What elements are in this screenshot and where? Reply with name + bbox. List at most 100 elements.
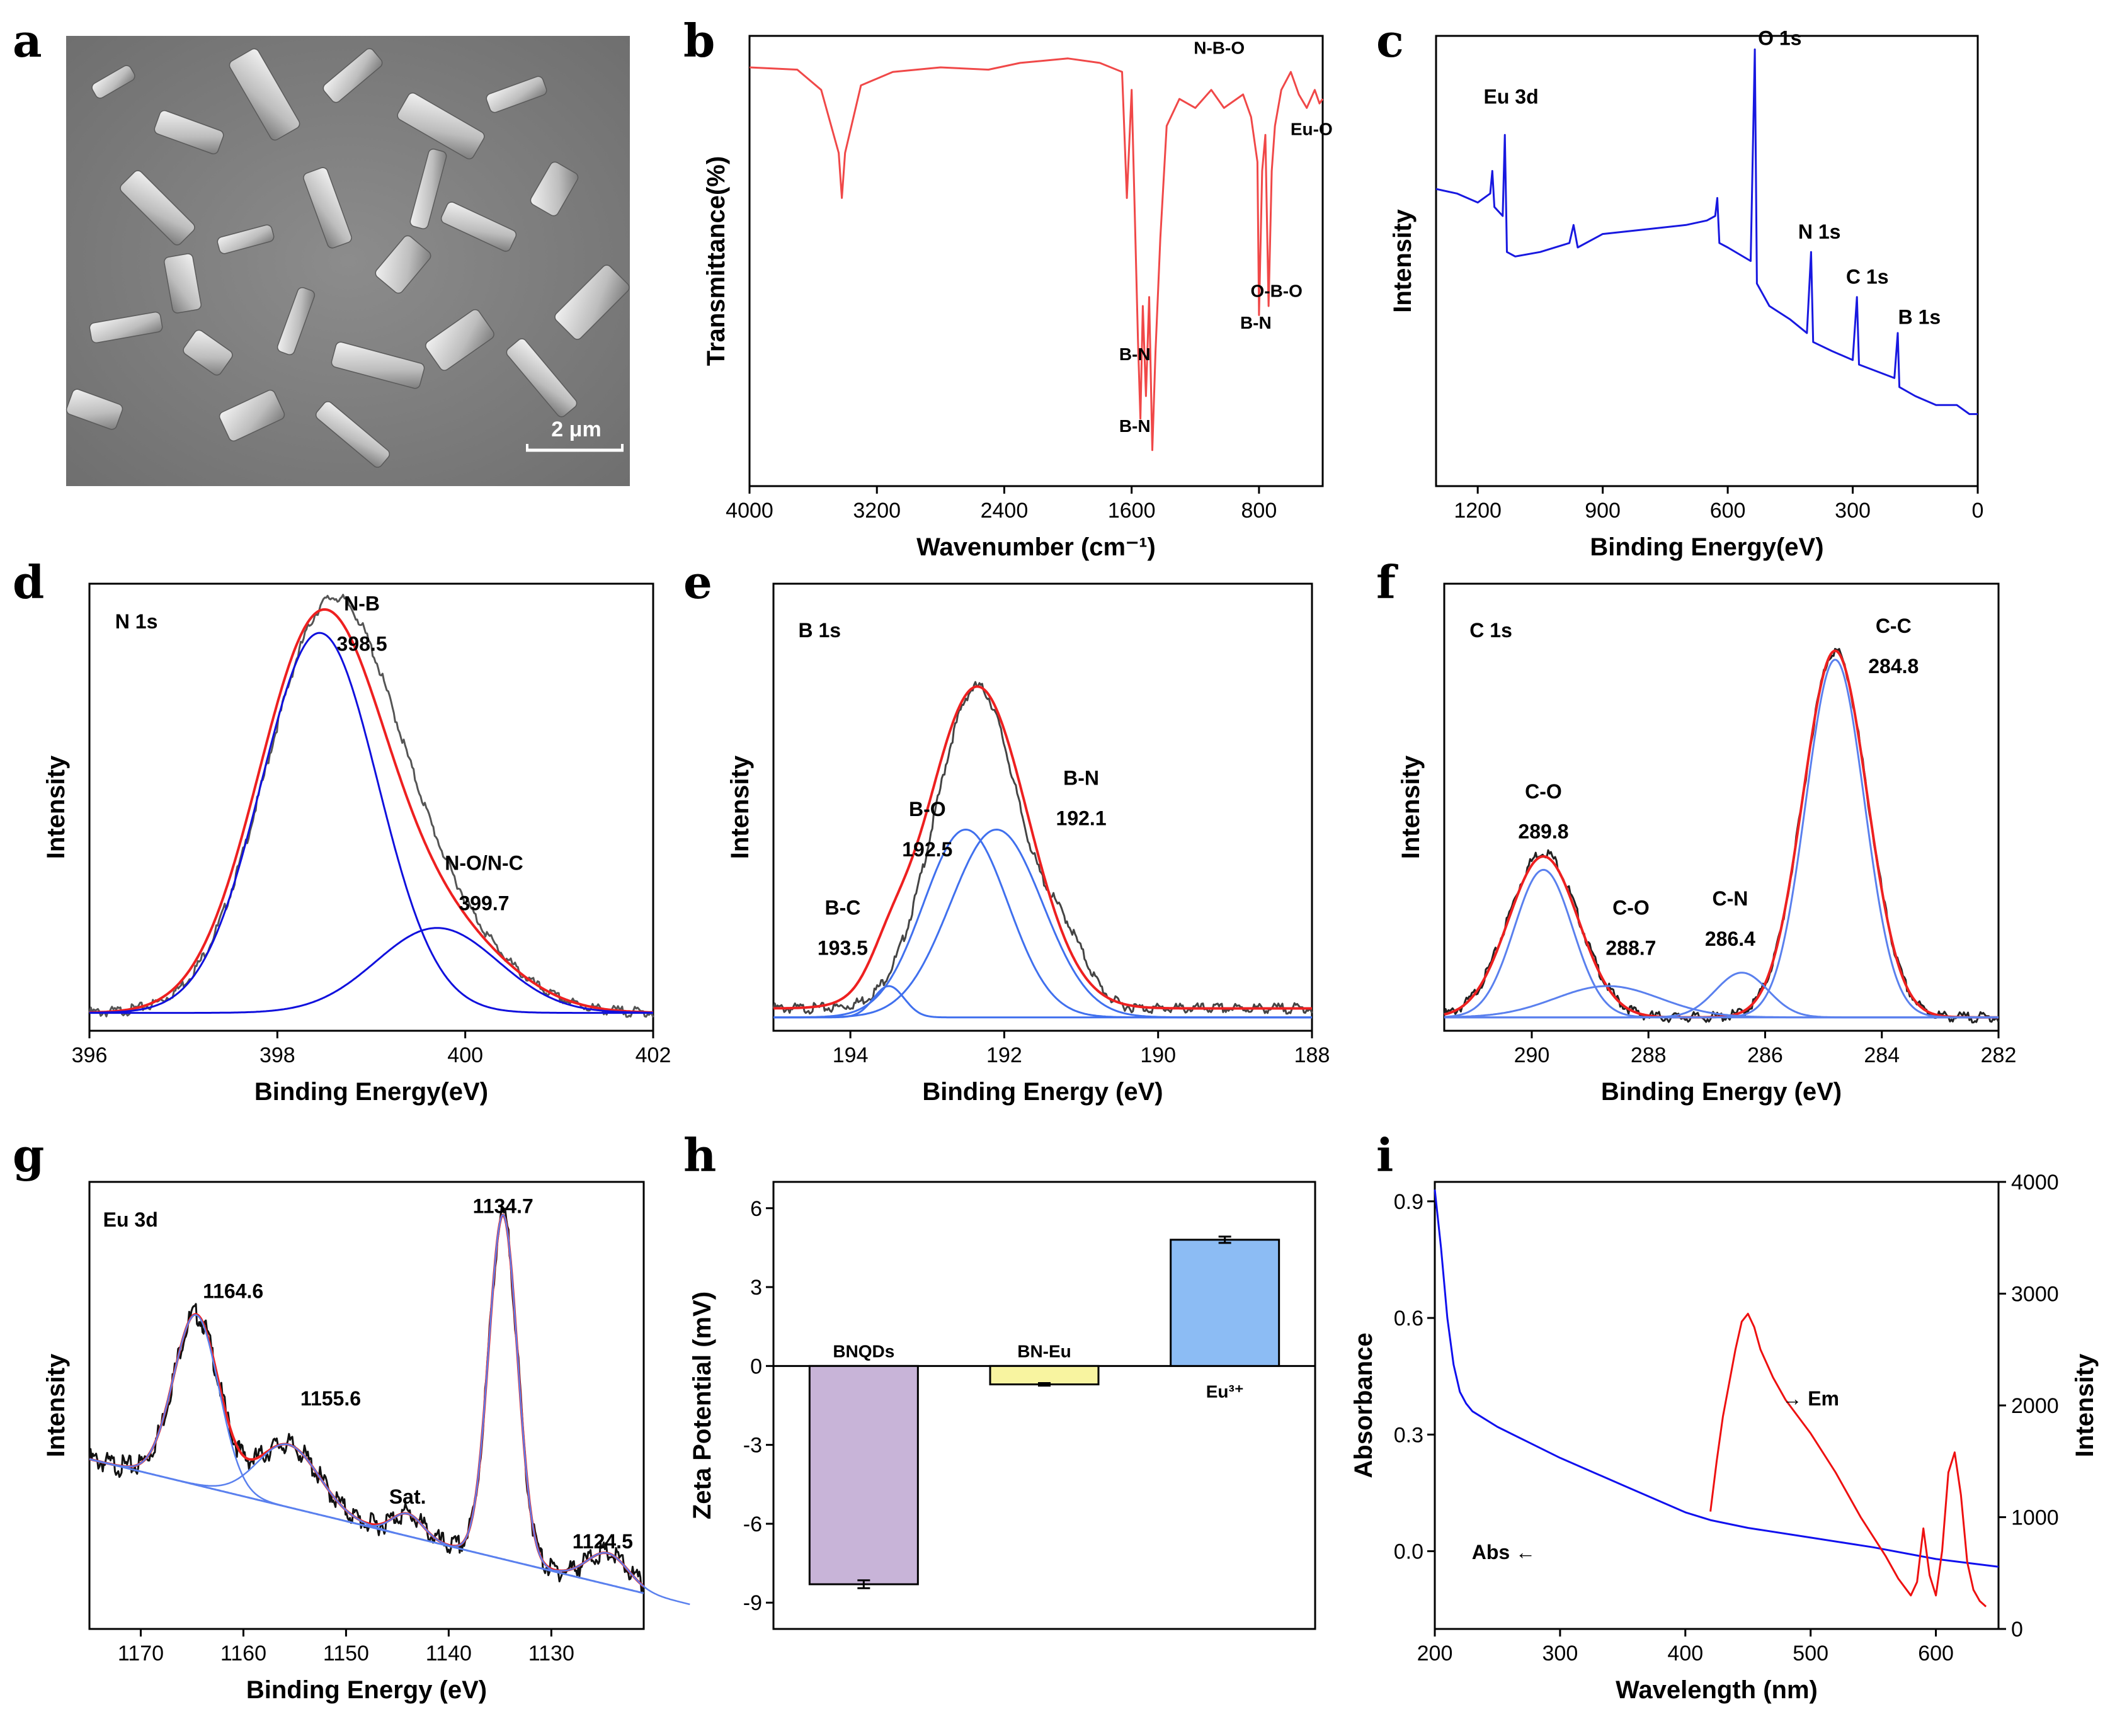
panel-label-a: a bbox=[13, 14, 42, 67]
x-axis-title: Wavelength (nm) bbox=[1616, 1676, 1818, 1704]
annotation-label: B-N bbox=[1119, 416, 1151, 436]
curve-em bbox=[1709, 1312, 1987, 1608]
annotation-label: N-B bbox=[344, 593, 380, 615]
sem-flake bbox=[440, 201, 517, 252]
chart-g: 1170 1160 1150 1140 1130 Binding Energy (eV) I… bbox=[42, 1181, 690, 1704]
chart-h: -9 -6 -3 0 3 6 Zeta Potential (mV) BNQDs BN-Eu Eu… bbox=[688, 1181, 1316, 1630]
y2-tick-label: 2000 bbox=[2011, 1394, 2059, 1418]
x-tick-label: 194 bbox=[833, 1043, 869, 1067]
x-tick-label: 1150 bbox=[323, 1642, 369, 1665]
sem-flake bbox=[303, 167, 352, 249]
component-peak bbox=[105, 1314, 287, 1508]
annotation-label: 284.8 bbox=[1868, 655, 1919, 678]
y-axis-title: Intensity bbox=[726, 755, 754, 859]
annotation-label: 1124.5 bbox=[573, 1530, 633, 1553]
x-axis-title: Binding Energy (eV) bbox=[1601, 1078, 1842, 1106]
y-tick-label: 0.6 bbox=[1394, 1307, 1423, 1330]
annotation-label: C 1s bbox=[1846, 265, 1889, 288]
sem-flake bbox=[530, 161, 579, 217]
x-tick-label: 284 bbox=[1864, 1043, 1900, 1067]
panel-label-f: f bbox=[1376, 555, 1398, 609]
y-axis-title: Intensity bbox=[42, 1353, 70, 1457]
annotation-label: 289.8 bbox=[1518, 820, 1568, 843]
panel-label-d: d bbox=[13, 555, 44, 609]
annotation-label: 398.5 bbox=[337, 633, 387, 655]
x-tick-label: 1170 bbox=[118, 1642, 164, 1665]
curve-n-b bbox=[89, 632, 653, 1014]
panel-label-i: i bbox=[1376, 1128, 1393, 1182]
x-tick-label: 282 bbox=[1981, 1043, 2017, 1067]
curve-c-n bbox=[1444, 972, 1999, 1019]
x-tick-label: 1160 bbox=[220, 1642, 266, 1665]
curve-fit bbox=[89, 608, 653, 1014]
sem-image-panel: 2 μm bbox=[66, 36, 630, 486]
x-tick-label: 300 bbox=[1835, 499, 1871, 523]
chart-d: 396 398 400 402 Binding Energy(eV) Intensity N… bbox=[42, 582, 671, 1106]
plot-frame bbox=[772, 1181, 1316, 1630]
x-axis-title: Binding Energy (eV) bbox=[922, 1078, 1163, 1106]
y2-tick-label: 4000 bbox=[2011, 1171, 2059, 1194]
sem-flake bbox=[183, 329, 233, 376]
annotation-label: 193.5 bbox=[818, 936, 868, 959]
annotation-label: → Em bbox=[1782, 1387, 1839, 1410]
plot-frame bbox=[1435, 35, 1979, 487]
x-tick-label: 500 bbox=[1793, 1642, 1828, 1665]
annotation-label: B 1s bbox=[1898, 306, 1941, 329]
x-tick-label: 286 bbox=[1747, 1043, 1783, 1067]
bar-label: BNQDs bbox=[833, 1341, 894, 1361]
y-tick-label: -6 bbox=[743, 1512, 762, 1536]
curve-raw bbox=[88, 1205, 645, 1594]
sem-flake bbox=[89, 311, 163, 344]
x-tick-label: 600 bbox=[1710, 499, 1746, 523]
y-axis-title: Transmittance(%) bbox=[702, 156, 730, 366]
y-tick-label: 6 bbox=[750, 1197, 762, 1221]
scale-bar-label: 2 μm bbox=[551, 417, 601, 441]
annotation-label: C-O bbox=[1525, 780, 1562, 803]
sem-flake bbox=[322, 48, 383, 103]
annotation-label: 1155.6 bbox=[300, 1387, 361, 1410]
sem-flake bbox=[506, 338, 578, 417]
sem-flakes bbox=[66, 48, 630, 468]
x-tick-label: 800 bbox=[1241, 499, 1277, 523]
panel-label-g: g bbox=[13, 1128, 44, 1182]
x-tick-label: 1600 bbox=[1108, 499, 1156, 523]
x-axis-title: Binding Energy(eV) bbox=[1590, 533, 1823, 561]
y-tick-label: -9 bbox=[743, 1591, 762, 1615]
sem-flake bbox=[91, 65, 135, 99]
spectrum-line bbox=[749, 57, 1324, 451]
curve-abs bbox=[1434, 1189, 1999, 1568]
panel-label-e: e bbox=[683, 555, 712, 609]
panel-label-b: b bbox=[683, 14, 715, 67]
curve-raw bbox=[88, 594, 654, 1018]
sem-flake bbox=[229, 48, 300, 141]
annotation-label: B-C bbox=[824, 896, 860, 919]
annotation-label: N 1s bbox=[115, 610, 158, 633]
y2-tick-label: 1000 bbox=[2011, 1506, 2059, 1530]
x-axis-title: Binding Energy (eV) bbox=[246, 1676, 487, 1704]
sem-flake bbox=[120, 170, 195, 246]
x-tick-label: 400 bbox=[447, 1043, 483, 1067]
y2-tick-label: 3000 bbox=[2011, 1283, 2059, 1307]
y-tick-label: -3 bbox=[743, 1434, 762, 1458]
x-tick-label: 288 bbox=[1631, 1043, 1667, 1067]
annotation-label: B-N bbox=[1119, 344, 1151, 364]
panel-label-h: h bbox=[683, 1128, 716, 1182]
y2-axis-title: Intensity bbox=[2071, 1353, 2099, 1457]
sem-flake bbox=[331, 341, 425, 389]
x-tick-label: 192 bbox=[986, 1043, 1022, 1067]
y-tick-label: 0.0 bbox=[1394, 1540, 1423, 1564]
curve-raw bbox=[772, 681, 1313, 1015]
curve-fit bbox=[89, 1213, 645, 1588]
x-tick-label: 200 bbox=[1417, 1642, 1453, 1665]
bar-1 bbox=[989, 1364, 1100, 1386]
sem-flake bbox=[409, 148, 447, 230]
annotation-label: Eu 3d bbox=[1484, 85, 1539, 108]
x-tick-label: 4000 bbox=[726, 499, 773, 523]
y-tick-label: 0.3 bbox=[1394, 1423, 1423, 1447]
x-tick-label: 0 bbox=[1972, 499, 1984, 523]
curve-fit bbox=[773, 685, 1312, 1010]
x-tick-label: 1140 bbox=[426, 1642, 472, 1665]
x-axis-title: Wavenumber (cm⁻¹) bbox=[916, 533, 1156, 561]
plot-frame bbox=[748, 35, 1324, 487]
